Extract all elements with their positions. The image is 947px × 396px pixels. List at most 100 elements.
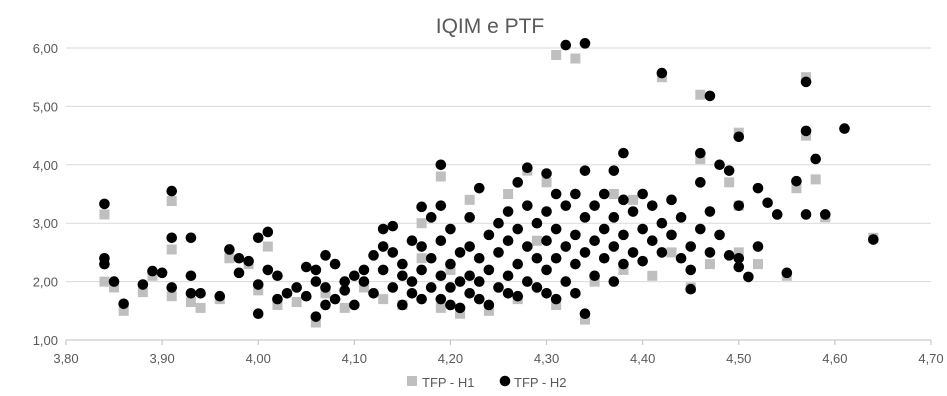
tfp-h2-point: [839, 123, 850, 134]
tfp-h2-point: [473, 182, 485, 194]
tfp-h2-point: [320, 282, 331, 293]
tfp-h2-point: [771, 209, 783, 220]
chart-title: IQIM e PTF: [436, 15, 545, 38]
tfp-h2-point: [579, 308, 591, 320]
tfp-h2-point: [589, 200, 600, 211]
tfp-h2-point: [252, 232, 264, 244]
tfp-h2-point: [522, 241, 533, 252]
grid-lines: [66, 47, 931, 341]
x-tick-label: 4,50: [726, 351, 751, 366]
tfp-h2-point: [627, 247, 639, 258]
tfp-h2-point: [704, 206, 716, 217]
tfp-h2-point: [445, 258, 456, 270]
tfp-h1-point: [291, 297, 302, 308]
tfp-h2-point: [531, 252, 543, 264]
tfp-h2-point: [156, 267, 168, 279]
series-tfp-h2: [99, 38, 879, 322]
tfp-h2-point: [560, 39, 572, 51]
tfp-h2-point: [781, 267, 793, 279]
tfp-h1-point: [531, 235, 542, 246]
tfp-h1-point: [378, 294, 389, 305]
tfp-h2-point: [464, 212, 475, 223]
y-tick-label: 6,00: [33, 41, 58, 56]
tfp-h2-point: [541, 264, 552, 276]
tfp-h2-point: [464, 241, 475, 252]
tfp-h2-point: [743, 271, 754, 283]
tfp-h2-point: [618, 229, 629, 241]
tfp-h1-point: [195, 302, 206, 313]
tfp-h2-point: [166, 185, 178, 197]
tfp-h2-point: [435, 235, 447, 247]
x-tick-label: 4,20: [438, 351, 463, 366]
y-tick-label: 3,00: [33, 216, 58, 231]
tfp-h1-point: [704, 259, 715, 270]
tfp-h2-point: [291, 282, 302, 293]
tfp-h2-point: [791, 175, 802, 187]
tfp-h1-point: [483, 305, 494, 316]
tfp-h2-point: [416, 241, 427, 252]
tfp-h2-point: [137, 279, 149, 290]
tfp-h2-point: [541, 287, 552, 299]
tfp-h2-point: [425, 282, 437, 293]
tfp-h2-point: [570, 287, 581, 299]
tfp-h2-point: [425, 252, 437, 264]
tfp-h2-point: [416, 293, 427, 305]
tfp-h1-point: [445, 264, 456, 275]
tfp-h1-point: [695, 89, 706, 100]
tfp-h2-point: [118, 298, 129, 310]
tfp-h2-point: [637, 255, 648, 267]
tfp-h1-point: [455, 308, 466, 319]
tfp-h2-point: [108, 276, 120, 287]
tfp-h2-point: [473, 276, 485, 287]
tfp-h1-point: [551, 299, 562, 310]
tfp-h2-point: [454, 247, 466, 258]
x-tick-label: 4,70: [918, 351, 943, 366]
tfp-h1-point: [647, 270, 658, 281]
tfp-h2-point: [272, 293, 283, 305]
tfp-h2-point: [637, 223, 648, 235]
x-tick-label: 4,10: [342, 351, 367, 366]
tfp-h1-point: [810, 174, 821, 185]
tfp-h2-point: [300, 290, 312, 302]
x-axis-tick-labels: 3,80 3,90 4,00 4,10 4,20 4,30 4,40 4,50 4,60 4,70: [53, 340, 944, 366]
tfp-h2-point: [358, 276, 370, 287]
tfp-h2-point: [464, 287, 475, 299]
tfp-h2-point: [656, 217, 668, 229]
tfp-h2-point: [224, 244, 235, 255]
tfp-h2-point: [531, 282, 543, 293]
tfp-h2-point: [675, 252, 687, 264]
tfp-h2-point: [214, 290, 226, 302]
tfp-h2-point: [723, 165, 735, 176]
tfp-h2-point: [570, 188, 581, 200]
tfp-h1-point: [695, 153, 706, 164]
y-tick-label: 4,00: [33, 158, 58, 173]
tfp-h2-point: [704, 90, 716, 102]
tfp-h2-point: [329, 258, 341, 270]
tfp-h1-point: [503, 189, 514, 199]
tfp-h2-point: [800, 209, 812, 220]
tfp-h2-point: [435, 159, 447, 171]
tfp-h2-point: [445, 223, 456, 235]
tfp-h2-point: [695, 177, 706, 188]
tfp-h2-point: [570, 258, 581, 270]
tfp-h2-point: [416, 264, 427, 276]
tfp-h2-point: [329, 293, 341, 305]
tfp-h1-point: [724, 177, 735, 188]
tfp-h2-point: [349, 270, 360, 282]
tfp-h1-point: [137, 287, 148, 298]
tfp-h2-point: [502, 206, 514, 217]
tfp-h2-point: [416, 201, 427, 213]
tfp-h2-point: [550, 252, 562, 264]
tfp-h2-point: [646, 235, 658, 247]
tfp-h2-point: [714, 229, 725, 241]
x-tick-label: 4,60: [822, 351, 847, 366]
x-tick-label: 3,80: [53, 351, 78, 366]
tfp-h2-point: [550, 188, 562, 200]
x-tick-label: 4,00: [246, 351, 271, 366]
y-tick-label: 1,00: [33, 333, 58, 348]
tfp-h2-point: [589, 235, 600, 247]
tfp-h2-point: [166, 232, 178, 244]
tfp-h2-point: [618, 147, 629, 159]
tfp-h2-point: [656, 67, 668, 79]
tfp-h1-point: [416, 253, 427, 264]
